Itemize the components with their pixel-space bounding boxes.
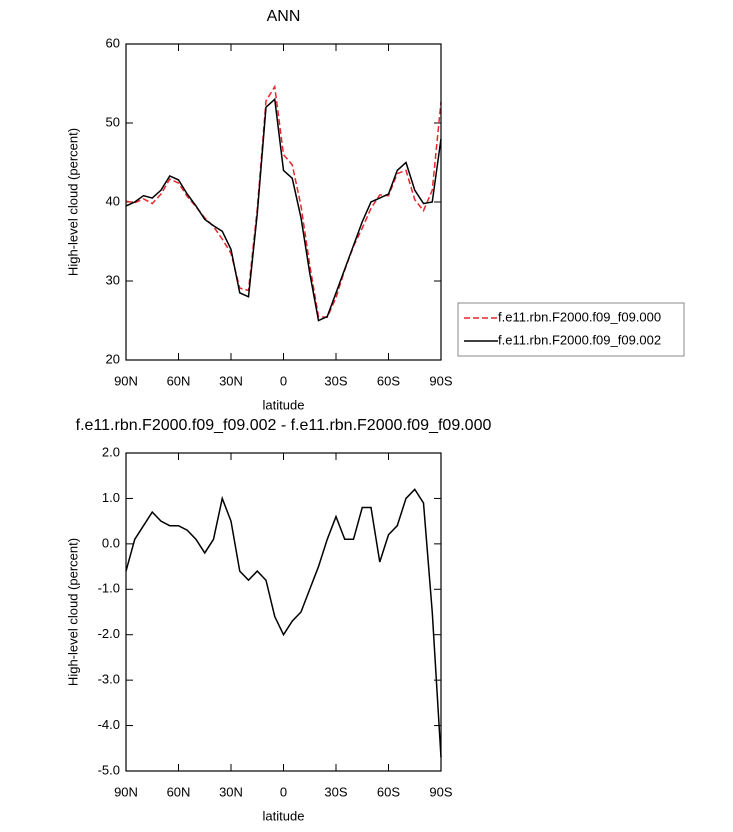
plot-frame <box>125 452 442 772</box>
x-tick-label: 30N <box>219 784 243 799</box>
y-tick-label: -1.0 <box>98 581 120 596</box>
legend-label: f.e11.rbn.F2000.f09_f09.000 <box>498 309 661 324</box>
x-tick-label: 0 <box>280 784 287 799</box>
x-axis-label: latitude <box>263 808 305 823</box>
y-tick-label: -5.0 <box>98 762 120 777</box>
x-axis-label: latitude <box>263 397 305 412</box>
y-tick-label: 1.0 <box>102 490 120 505</box>
x-tick-label: 60N <box>167 373 191 388</box>
line-series <box>125 488 442 758</box>
y-axis-label: High-level cloud (percent) <box>65 128 80 276</box>
x-tick-label: 30S <box>324 373 347 388</box>
y-tick-label: 60 <box>106 35 120 50</box>
x-tick-label: 90S <box>429 784 452 799</box>
y-tick-label: 50 <box>106 114 120 129</box>
plot-frame <box>125 43 442 361</box>
x-tick-label: 30N <box>219 373 243 388</box>
line-series <box>125 97 442 322</box>
y-tick-label: 20 <box>106 351 120 366</box>
legend-label: f.e11.rbn.F2000.f09_f09.002 <box>498 332 661 347</box>
chart-title: ANN <box>267 8 301 25</box>
line-series <box>125 84 442 319</box>
x-tick-label: 30S <box>324 784 347 799</box>
y-tick-label: 0.0 <box>102 535 120 550</box>
y-tick-label: -3.0 <box>98 672 120 687</box>
x-tick-label: 0 <box>280 373 287 388</box>
x-tick-label: 60S <box>377 784 400 799</box>
y-tick-label: -2.0 <box>98 626 120 641</box>
chart-title: f.e11.rbn.F2000.f09_f09.002 - f.e11.rbn.… <box>76 417 492 434</box>
x-tick-label: 90N <box>114 784 138 799</box>
x-tick-label: 90S <box>429 373 452 388</box>
x-tick-label: 60N <box>167 784 191 799</box>
y-tick-label: 30 <box>106 272 120 287</box>
legend-box <box>457 302 685 357</box>
x-tick-label: 60S <box>377 373 400 388</box>
y-tick-label: -4.0 <box>98 717 120 732</box>
y-tick-label: 2.0 <box>102 444 120 459</box>
x-tick-label: 90N <box>114 373 138 388</box>
y-tick-label: 40 <box>106 193 120 208</box>
y-axis-label: High-level cloud (percent) <box>65 538 80 686</box>
